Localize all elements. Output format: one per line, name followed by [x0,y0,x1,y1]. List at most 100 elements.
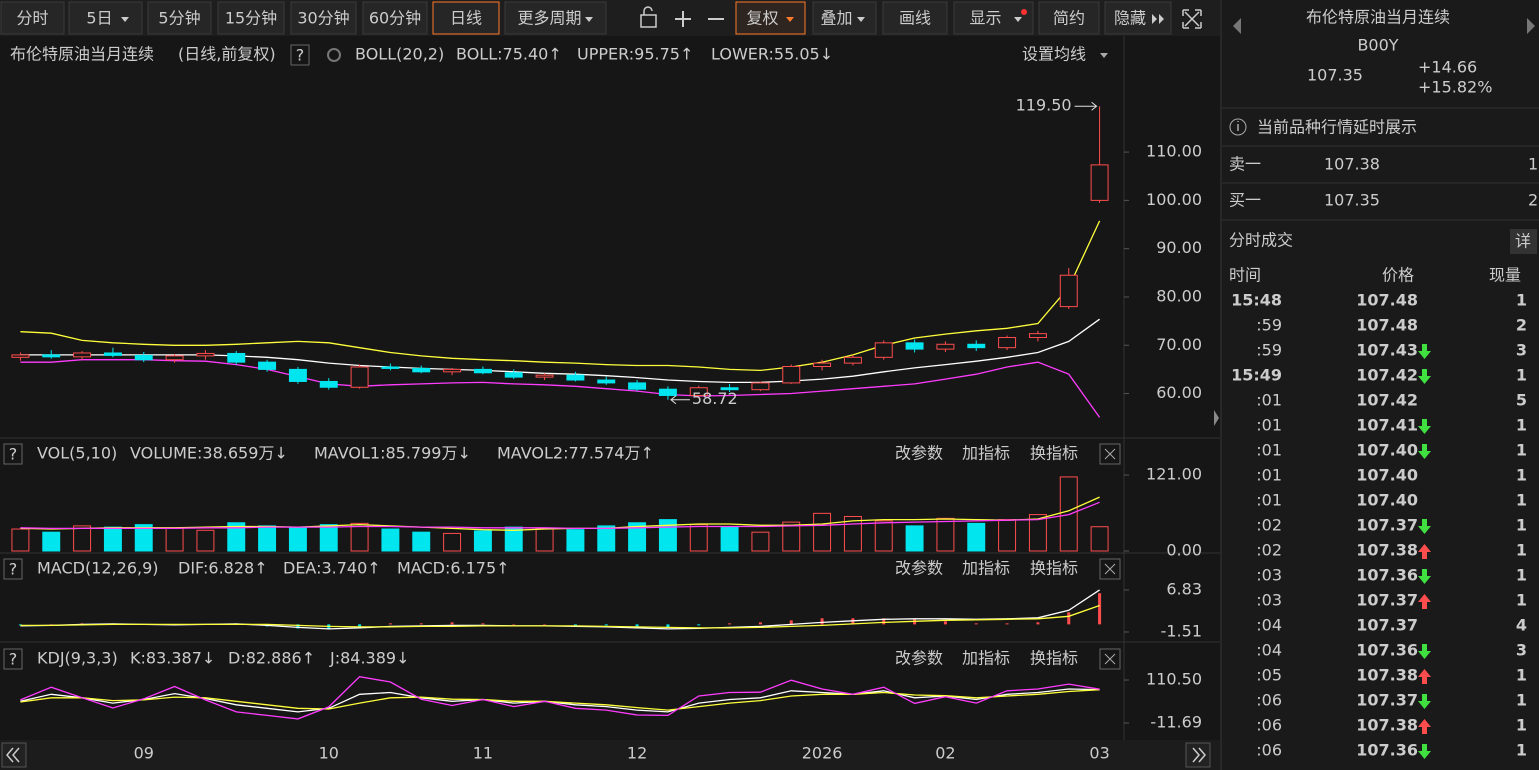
dropdown-caret [857,17,865,22]
close-box[interactable] [1099,558,1121,580]
tool-button[interactable] [882,1,948,35]
trade-qty: 1 [1516,466,1527,485]
tool-label: 复权 [746,9,778,28]
close-box[interactable] [1099,443,1121,465]
trade-qty: 1 [1516,291,1527,310]
y-tick-label: 90.00 [1156,238,1202,257]
trade-time: :01 [1256,466,1282,485]
volume-bar [443,532,462,552]
x-tick-label: 2026 [802,744,843,763]
scroll-button[interactable] [1185,742,1211,768]
candle-body [1090,164,1109,201]
trade-price: 107.43 [1356,341,1418,360]
book-qty: 2 [1528,191,1538,210]
trade-qty: 1 [1516,441,1527,460]
macd-bar [573,624,577,626]
period-button[interactable] [217,1,285,35]
volume-bar [350,522,369,552]
volume-bar [720,526,739,552]
indicator-legend: UPPER:95.75↑ [577,45,693,64]
candle-body [843,356,862,364]
trade-time: 15:48 [1231,291,1282,310]
prev-arrow[interactable] [1233,18,1241,34]
panel-button: 换指标 [1030,559,1078,578]
help-box[interactable] [3,443,23,465]
indicator-legend: J:84.389↓ [329,649,410,668]
help-mark: ? [9,560,18,579]
trades-title: 分时成交 [1229,231,1293,250]
candle-body [381,366,400,369]
macd-bar [1098,593,1102,625]
candle-body [566,374,585,381]
help-box[interactable] [3,558,23,580]
tool-button[interactable] [1038,1,1100,35]
trade-qty: 4 [1516,616,1527,635]
candle-body [412,367,431,373]
volume-bar [597,525,616,552]
candle-body [504,372,523,378]
panel-button: 加指标 [962,649,1010,668]
indicator-line [20,501,1100,530]
indicator-name: VOL(5,10) [37,444,117,463]
candle-body [227,352,246,363]
trend-arrow [1418,544,1431,559]
period-button[interactable] [504,1,607,35]
panel-button: 改参数 [895,444,943,463]
scroll-chevron [6,747,20,763]
trade-qty: 5 [1516,391,1527,410]
notify-dot [1021,9,1027,15]
x-tick-label: 11 [473,744,493,763]
candle-body [905,342,924,350]
zoom-in[interactable] [675,11,691,27]
indicator-name: MACD(12,26,9) [37,559,159,578]
indicator-line [20,604,1100,629]
trade-time: :01 [1256,416,1282,435]
period-button[interactable] [432,1,500,35]
trade-qty: 3 [1516,641,1527,660]
trade-price: 107.36 [1356,566,1418,585]
period-button[interactable] [147,1,212,35]
detail-button[interactable] [1510,229,1537,254]
volume-bar [751,531,770,552]
period-label: 分时 [16,9,48,28]
period-button[interactable] [0,1,65,35]
panel-button: 换指标 [1030,649,1078,668]
panel-button: 加指标 [962,444,1010,463]
period-button[interactable] [68,1,143,35]
trend-arrow [1418,669,1431,684]
indicator-legend: BOLL:75.40↑ [456,45,562,64]
volume-bar [658,519,677,552]
trend-arrow [1418,694,1431,709]
candle-body [165,355,184,361]
macd-bar [388,623,392,625]
fullscreen-icon[interactable] [1182,9,1202,29]
volume-bar [1090,526,1109,552]
volume-bar [689,524,708,552]
tool-button[interactable] [812,1,877,35]
period-button[interactable] [290,1,357,35]
scroll-button[interactable] [1,742,27,768]
volume-bar [196,529,215,552]
macd-bar [635,624,639,627]
close-box[interactable] [1099,648,1121,670]
candle-body [42,354,61,358]
help-box[interactable] [3,648,23,670]
macd-bar [358,624,362,627]
lock-icon[interactable] [640,14,657,28]
x-tick-label: 03 [1089,744,1109,763]
macd-bar [604,624,608,626]
tool-label: 画线 [899,9,931,28]
y-tick-label: 6.83 [1166,579,1202,598]
x-axis-bar [0,740,1220,770]
settings-icon[interactable] [327,48,341,62]
volume-bar [42,531,61,552]
trade-qty: 1 [1516,741,1527,760]
candle-body [936,343,955,350]
trade-time: :03 [1256,591,1282,610]
next-arrow[interactable] [1527,18,1535,34]
help-box[interactable] [290,44,310,66]
period-button[interactable] [362,1,428,35]
trade-price: 107.41 [1356,416,1418,435]
volume-bar [628,522,647,552]
tool-button[interactable] [735,1,806,35]
